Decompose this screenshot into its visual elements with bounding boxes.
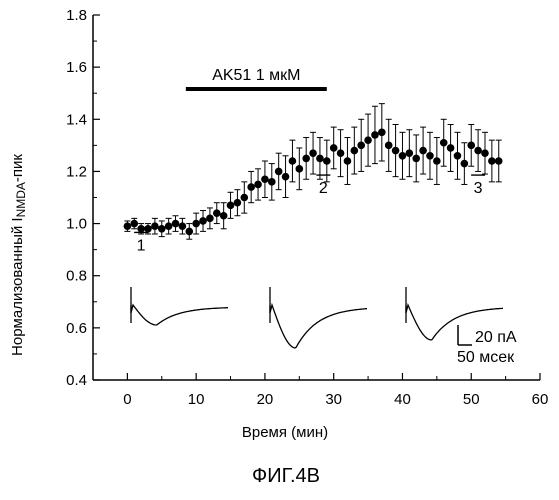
x-tick-label: 50: [463, 391, 480, 408]
data-marks: [124, 104, 503, 240]
data-point: [392, 147, 400, 155]
axes: 0.4 0.6 0.8 1.0 1.2 1.4 1.6 1.8 0 10 20 30 40 50 60: [66, 7, 548, 408]
data-point: [419, 147, 427, 155]
y-tick-label: 1.4: [66, 111, 87, 128]
data-point: [213, 209, 221, 217]
data-point: [261, 175, 269, 183]
data-point: [268, 178, 276, 186]
data-point: [199, 217, 207, 225]
data-point: [488, 157, 496, 165]
data-point: [412, 155, 420, 163]
data-point: [130, 220, 138, 228]
trace-1: [131, 305, 228, 325]
figure-caption: ФИГ.4В: [252, 465, 320, 487]
marker-label: 3: [474, 180, 483, 197]
data-point: [206, 215, 214, 223]
data-point: [447, 144, 455, 152]
data-point: [240, 194, 248, 202]
data-point: [296, 165, 304, 173]
data-point: [185, 228, 193, 236]
data-point: [282, 173, 290, 181]
data-point: [474, 147, 482, 155]
data-point: [165, 222, 173, 230]
data-point: [426, 152, 434, 160]
data-point: [254, 181, 262, 189]
data-point: [344, 157, 352, 165]
y-tick-label: 1.8: [66, 7, 87, 24]
data-point: [357, 142, 365, 150]
data-point: [124, 222, 132, 230]
data-point: [192, 220, 200, 228]
current-traces: 20 пА 50 мсек: [131, 287, 517, 366]
x-tick-label: 10: [188, 391, 205, 408]
x-axis-title: Время (мин): [242, 424, 328, 441]
annotations: AK51 1 мкМ 1 2 3: [134, 67, 485, 254]
data-point: [302, 155, 310, 163]
x-tick-label: 40: [394, 391, 411, 408]
x-tick-label: 0: [123, 391, 131, 408]
y-tick-label: 1.6: [66, 59, 87, 76]
data-point: [158, 225, 166, 233]
y-tick-label: 1.2: [66, 163, 87, 180]
marker-label: 1: [137, 237, 146, 254]
x-tick-label: 60: [532, 391, 549, 408]
y-tick-label: 0.6: [66, 320, 87, 337]
data-point: [406, 149, 414, 157]
data-point: [330, 144, 338, 152]
data-point: [385, 142, 393, 150]
data-point: [234, 199, 242, 207]
data-point: [454, 152, 462, 160]
data-point: [137, 225, 145, 233]
marker-label: 2: [319, 180, 328, 197]
y-tick-label: 1.0: [66, 216, 87, 233]
data-point: [433, 157, 441, 165]
data-point: [364, 136, 372, 144]
data-point: [247, 183, 255, 191]
y-tick-label: 0.8: [66, 268, 87, 285]
scale-bar-time-label: 50 мсек: [457, 349, 515, 366]
data-point: [399, 152, 407, 160]
y-tick-label: 0.4: [66, 372, 87, 389]
data-point: [227, 202, 235, 210]
data-point: [337, 149, 345, 157]
data-point: [467, 142, 475, 150]
data-point: [220, 212, 228, 220]
data-point: [275, 168, 283, 176]
x-tick-label: 30: [325, 391, 342, 408]
drug-label: AK51 1 мкМ: [212, 67, 300, 84]
x-tick-label: 20: [257, 391, 274, 408]
trace-2: [270, 305, 367, 348]
data-point: [461, 160, 469, 168]
data-point: [309, 149, 317, 157]
data-point: [378, 129, 386, 137]
data-point: [323, 157, 331, 165]
data-point: [351, 147, 359, 155]
data-point: [179, 222, 187, 230]
scale-bar-current-label: 20 пА: [475, 329, 517, 346]
data-point: [144, 225, 152, 233]
data-point: [495, 157, 503, 165]
data-point: [481, 149, 489, 157]
data-point: [151, 222, 159, 230]
data-point: [440, 139, 448, 147]
data-point: [371, 131, 379, 139]
y-axis-title: Нормализованный INMDA-пик: [9, 154, 28, 356]
data-point: [316, 155, 324, 163]
data-point: [289, 157, 297, 165]
data-point: [172, 220, 180, 228]
